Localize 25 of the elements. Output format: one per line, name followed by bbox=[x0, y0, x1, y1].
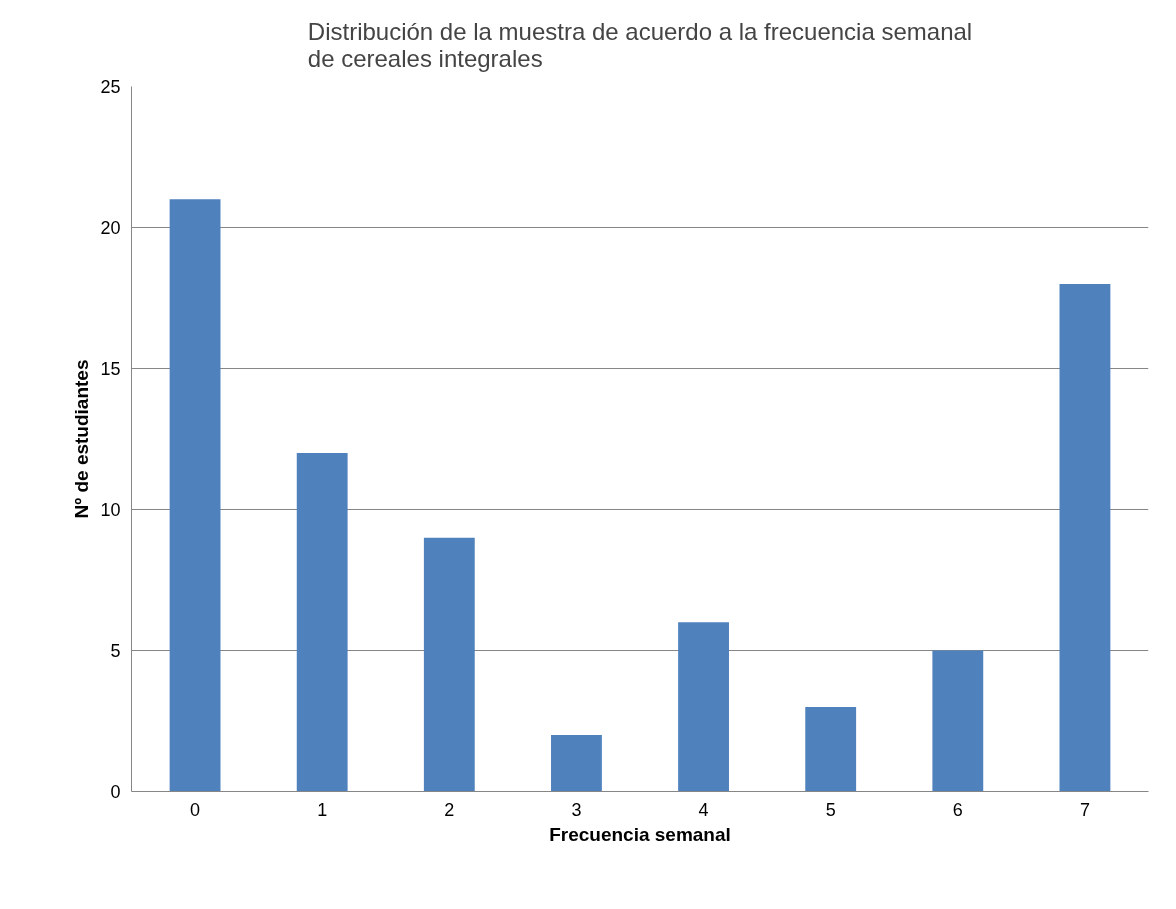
x-axis-title: Frecuencia semanal bbox=[549, 823, 731, 845]
bar bbox=[678, 622, 729, 792]
y-tick-label: 15 bbox=[100, 359, 121, 379]
bar bbox=[932, 650, 984, 792]
y-tick-label: 5 bbox=[110, 641, 121, 661]
y-tick-label: 0 bbox=[110, 782, 121, 802]
x-tick-label: 0 bbox=[190, 799, 201, 820]
bar bbox=[296, 453, 348, 792]
bar bbox=[423, 537, 475, 792]
chart-title: Distribución de la muestra de acuerdo a la frecuencia semanal de cereales integrales bbox=[307, 17, 973, 72]
y-tick-label: 25 bbox=[100, 77, 121, 97]
bar bbox=[805, 706, 857, 792]
x-tick-label: 3 bbox=[571, 799, 582, 820]
bar bbox=[1059, 283, 1111, 792]
x-tick-label: 2 bbox=[444, 799, 455, 820]
x-tick-label: 4 bbox=[698, 799, 709, 820]
x-tick-label: 6 bbox=[952, 799, 963, 820]
y-tick-label: 20 bbox=[100, 218, 121, 238]
y-tick-label: 10 bbox=[100, 500, 121, 520]
x-tick-label: 5 bbox=[825, 799, 836, 820]
x-tick-label: 1 bbox=[317, 799, 328, 820]
y-axis-title: Nº de estudiantes bbox=[71, 359, 93, 519]
x-tick-label: 7 bbox=[1079, 799, 1090, 820]
bar bbox=[551, 735, 602, 792]
bar bbox=[169, 199, 221, 792]
